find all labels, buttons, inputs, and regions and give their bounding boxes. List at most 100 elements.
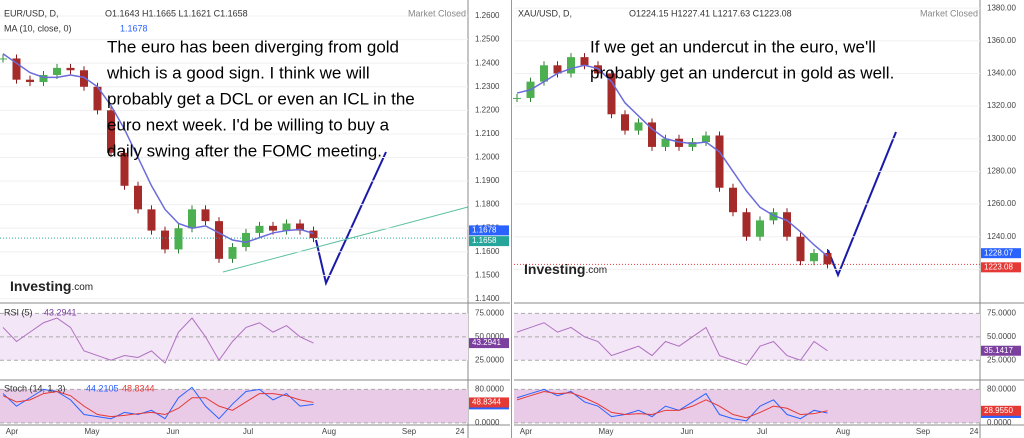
stoch-line — [516, 388, 828, 422]
y-tick-label: 1360.00 — [987, 36, 1016, 45]
candle-body — [161, 230, 169, 250]
stoch-tick-label: 0.0000 — [987, 418, 1012, 427]
y-tick-label: 1260.00 — [987, 199, 1016, 208]
x-tick-label: Apr — [6, 427, 19, 436]
price-tag-label: 1228.07 — [984, 248, 1013, 257]
ma-value: 1.1678 — [120, 23, 148, 33]
candle-body — [742, 212, 751, 237]
y-tick-label: 1.2500 — [475, 35, 500, 44]
annotation: The euro has been diverging from gold — [107, 37, 399, 56]
stoch-tag — [981, 405, 1021, 416]
candle-body — [513, 97, 521, 99]
rsi-label: RSI (5) — [4, 307, 33, 317]
projection-drawing — [315, 151, 387, 287]
stoch-tick-label: 80.0000 — [987, 384, 1016, 393]
logo: Investing.com — [10, 278, 93, 294]
annotation: euro next week. I'd be willing to buy a — [107, 115, 390, 134]
stoch-tick-label: 0.0000 — [475, 418, 500, 427]
symbol: XAU/USD, D, — [518, 8, 572, 18]
rsi-tag-label: 43.2941 — [472, 338, 501, 347]
y-tick-label: 1.2400 — [475, 58, 500, 67]
logo-suffix: .com — [71, 282, 93, 293]
candle-body — [282, 223, 291, 231]
stoch-label: Stoch (14, 1, 3) — [4, 383, 66, 393]
candle-body — [796, 236, 805, 262]
rsi-tick-label: 50.0000 — [475, 332, 504, 341]
y-tick-label: 1300.00 — [987, 134, 1016, 143]
annotation: which is a good sign. I think we will — [106, 63, 370, 82]
stoch-value: 48.8344 — [122, 383, 155, 393]
logo: Investing.com — [524, 261, 607, 277]
candle-body — [66, 67, 75, 71]
candle-body — [621, 114, 629, 131]
y-tick-label: 1.1400 — [475, 294, 500, 303]
x-tick-label: 24 — [456, 427, 465, 436]
y-tick-label: 1.2200 — [475, 105, 500, 114]
ma-label: MA (10, close, 0) — [4, 23, 72, 33]
candle-body — [242, 232, 250, 248]
rsi-tick-label: 25.0000 — [987, 355, 1016, 364]
x-tick-label: Apr — [520, 427, 533, 436]
annotation: probably get a DCL or even an ICL in the — [107, 89, 415, 108]
x-tick-label: Sep — [916, 427, 931, 436]
candle-body — [269, 225, 277, 231]
ohlc: O1.1643 H1.1665 L1.1621 C1.1658 — [105, 8, 248, 18]
stoch-value: 44.2105 — [86, 383, 119, 393]
stoch-tag — [469, 397, 509, 408]
stoch-tag-label: 28.9550 — [984, 406, 1013, 415]
candle-body — [255, 225, 264, 233]
candle-body — [228, 247, 237, 259]
y-tick-label: 1.1500 — [475, 270, 500, 279]
rsi-tick-label: 50.0000 — [987, 332, 1016, 341]
candle-body — [648, 122, 656, 147]
x-tick-label: 24 — [970, 427, 979, 436]
price-tag-label: 1.1658 — [472, 236, 497, 245]
y-tick-label: 1.1900 — [475, 176, 500, 185]
market-status: Market Closed — [408, 8, 466, 18]
candle-body — [201, 209, 210, 222]
candle-body — [810, 253, 818, 262]
y-tick-label: 1.1800 — [475, 200, 500, 209]
candle-body — [567, 57, 575, 74]
x-tick-label: Jun — [167, 427, 180, 436]
y-tick-label: 1340.00 — [987, 69, 1016, 78]
stoch-line — [2, 390, 314, 418]
y-tick-label: 1.2300 — [475, 82, 500, 91]
rsi-line — [2, 317, 314, 364]
candle-body — [147, 209, 156, 231]
stoch-tag-label: 48.8344 — [472, 398, 501, 407]
candle-body — [756, 220, 764, 237]
candle-body — [607, 73, 616, 115]
candle-body — [174, 228, 183, 250]
stoch-line — [2, 386, 314, 420]
logo-main: Investing — [10, 278, 71, 294]
annotation: probably get an undercut in gold as well… — [590, 63, 894, 82]
rsi-line — [516, 322, 828, 366]
candle-body — [540, 65, 548, 82]
candle-body — [188, 209, 196, 229]
x-tick-label: Aug — [322, 427, 336, 436]
x-tick-label: May — [598, 427, 613, 436]
candle-body — [823, 253, 832, 265]
x-tick-label: Aug — [836, 427, 850, 436]
candle-body — [26, 79, 34, 83]
candle-body — [0, 58, 7, 60]
x-tick-label: Jun — [681, 427, 694, 436]
candle-body — [309, 230, 318, 239]
y-tick-label: 1280.00 — [987, 167, 1016, 176]
candle-body — [661, 138, 670, 147]
candle-body — [107, 110, 115, 153]
candle-body — [93, 86, 102, 111]
price-tag — [469, 225, 509, 236]
ma-line — [516, 64, 828, 257]
x-tick-label: Sep — [402, 427, 417, 436]
rsi-value: 43.2941 — [44, 307, 77, 317]
candle-body — [729, 187, 737, 213]
candle-body — [80, 70, 88, 87]
x-tick-label: Jul — [757, 427, 767, 436]
candle-body — [53, 67, 61, 75]
y-tick-label: 1.2600 — [475, 11, 500, 20]
y-tick-label: 1.1600 — [475, 247, 500, 256]
candle-body — [702, 135, 710, 143]
trendline-drawing — [222, 206, 469, 273]
